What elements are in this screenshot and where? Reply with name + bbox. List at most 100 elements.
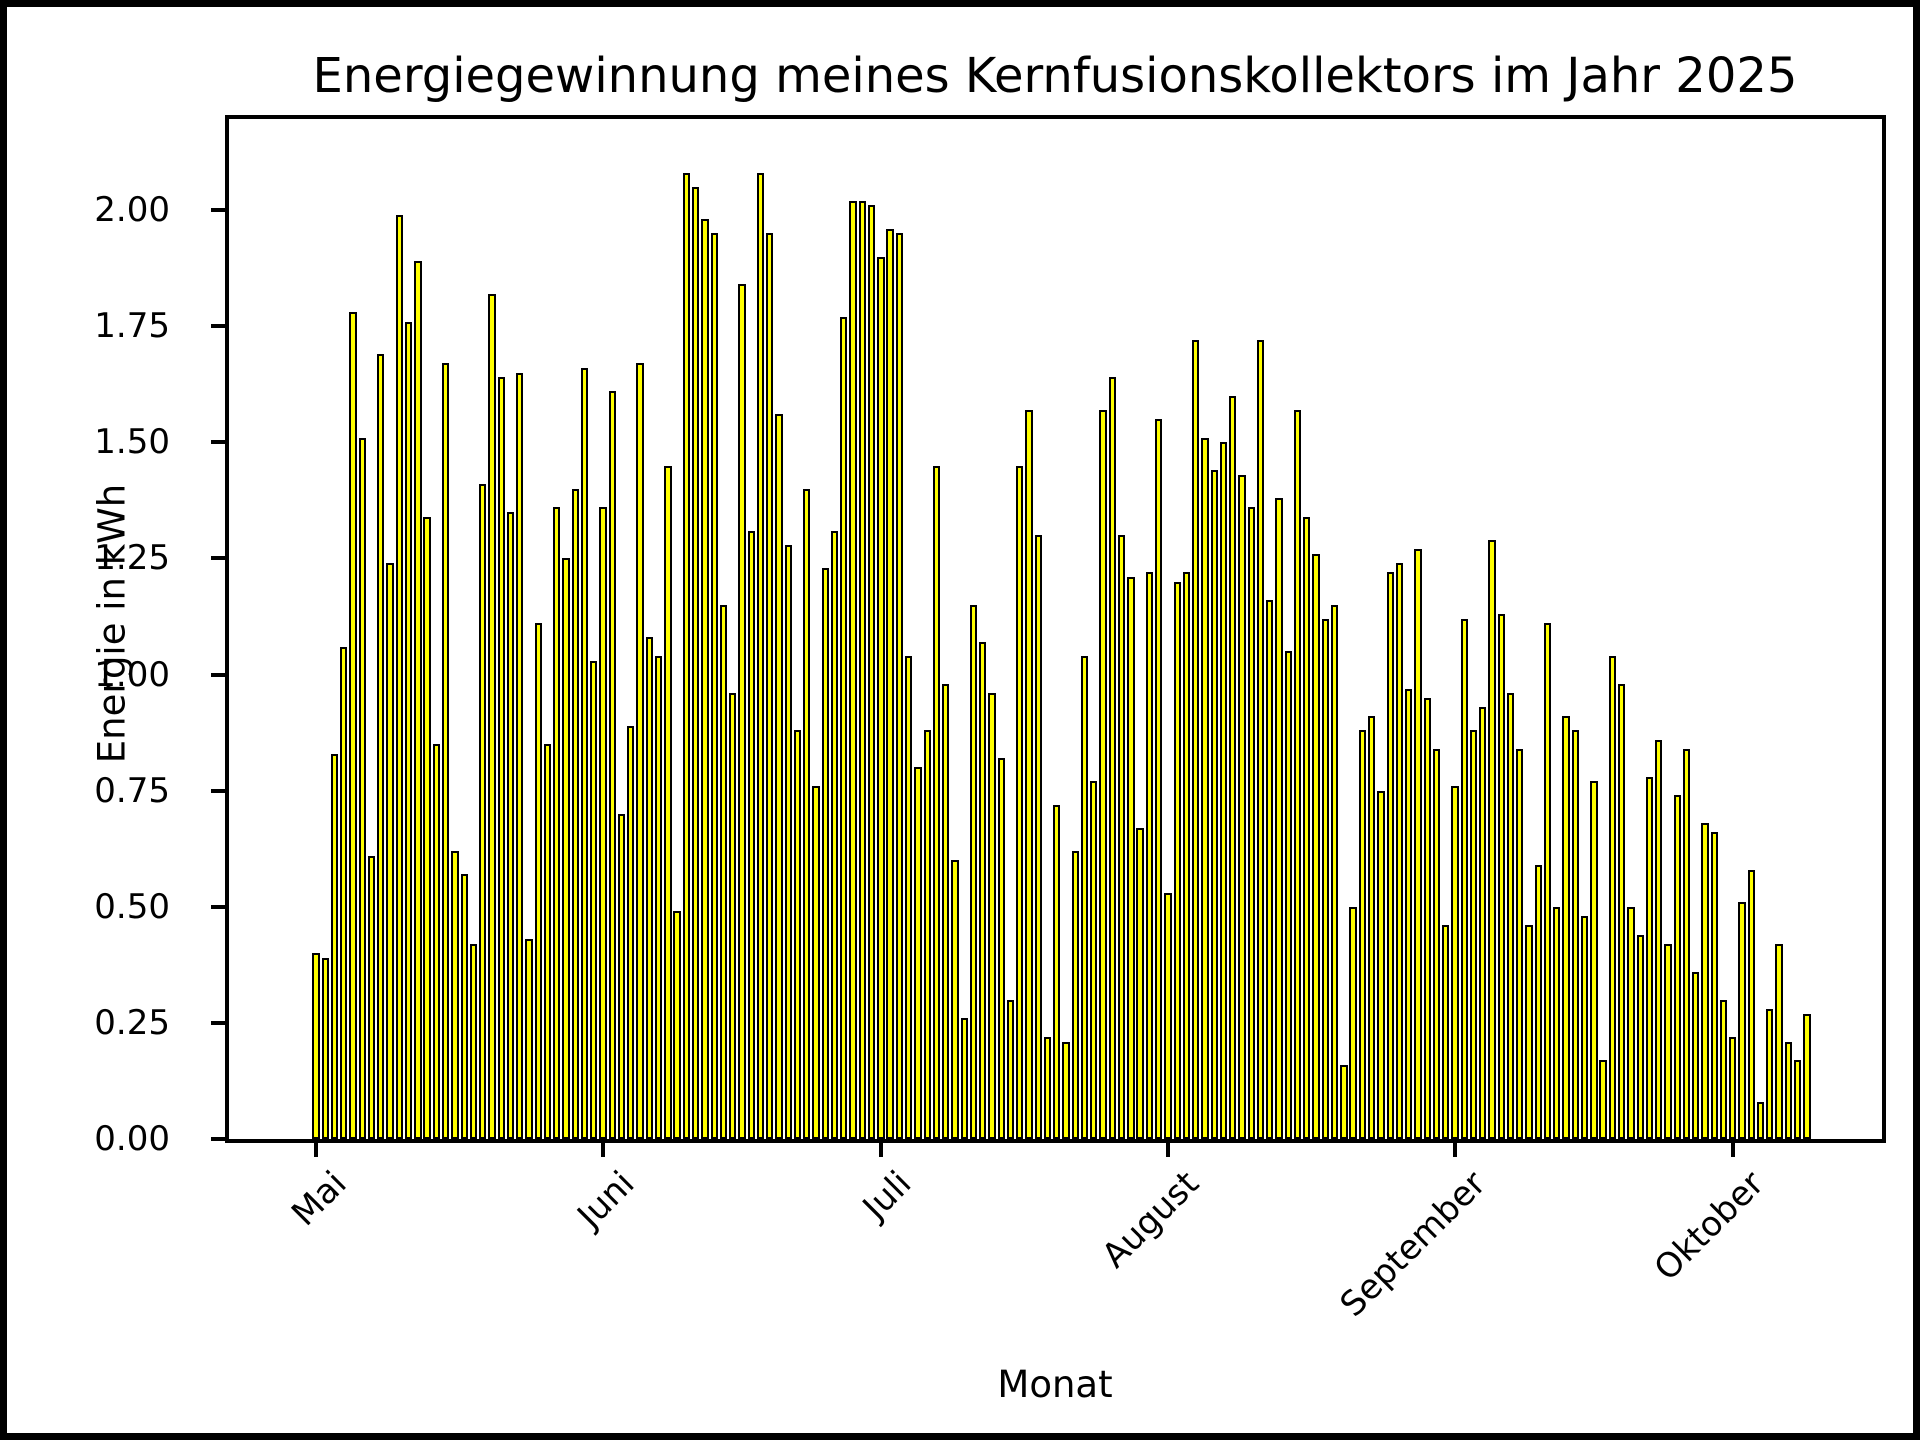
bar (942, 683, 950, 1139)
x-tick-label-mai: Mai (284, 1163, 355, 1235)
bar (784, 544, 792, 1139)
bar (367, 855, 376, 1139)
bar (460, 874, 468, 1139)
bar (321, 957, 329, 1139)
bar (1701, 823, 1709, 1139)
bar (1608, 655, 1617, 1139)
x-tick-label-august: August (1094, 1163, 1207, 1277)
bar (766, 233, 774, 1139)
x-tick-mark (1730, 1143, 1735, 1157)
bar (1793, 1060, 1802, 1139)
bar (1284, 651, 1292, 1139)
y-tick-mark (211, 324, 225, 329)
y-tick-label: 0.50 (94, 886, 170, 927)
bar (951, 860, 959, 1139)
bar (849, 200, 857, 1139)
bar (1729, 1036, 1737, 1139)
bar (1256, 340, 1265, 1139)
bar (1497, 614, 1505, 1139)
bar (960, 1018, 968, 1139)
bar (701, 219, 709, 1139)
bar (645, 637, 654, 1139)
bar (571, 488, 579, 1139)
bar (1479, 707, 1487, 1139)
bar (747, 530, 755, 1139)
bar (506, 512, 515, 1139)
bar (1766, 1008, 1774, 1139)
bar (553, 507, 561, 1139)
bar (1266, 600, 1274, 1139)
bar (479, 484, 487, 1139)
bar (423, 516, 431, 1139)
bar (858, 200, 866, 1139)
y-tick-label: 1.00 (94, 654, 170, 695)
y-tick-label: 2.00 (94, 190, 170, 230)
y-tick-mark (211, 208, 225, 212)
bar (432, 744, 441, 1139)
bar (1664, 943, 1672, 1139)
bar (793, 730, 802, 1139)
x-tick-mark (601, 1143, 606, 1157)
bar (719, 604, 728, 1139)
x-tick-mark (1453, 1143, 1457, 1157)
bar (654, 655, 663, 1139)
bar (1655, 739, 1663, 1139)
bar (1442, 925, 1450, 1139)
bar (756, 172, 765, 1139)
bar (1395, 563, 1404, 1139)
bar (1025, 409, 1033, 1139)
y-tick-mark (211, 440, 225, 445)
bar (867, 205, 876, 1139)
bar (636, 363, 644, 1139)
bar (516, 372, 524, 1139)
bar (1580, 916, 1589, 1139)
bar (1405, 688, 1413, 1139)
bar (349, 312, 357, 1139)
x-tick-mark (1165, 1143, 1170, 1157)
y-tick-mark (211, 556, 225, 561)
bar (664, 465, 672, 1139)
bar (1553, 906, 1561, 1139)
y-tick-label: 0.75 (94, 770, 170, 811)
bar (1016, 465, 1024, 1139)
bar (1062, 1041, 1070, 1139)
bar (451, 851, 459, 1139)
bar (1247, 507, 1255, 1139)
bar (1775, 943, 1783, 1139)
bar (969, 604, 978, 1139)
bar (488, 293, 496, 1139)
bar (1618, 683, 1626, 1139)
bar (386, 563, 394, 1139)
bar (1432, 748, 1441, 1139)
bar (692, 186, 700, 1139)
bar (1155, 419, 1163, 1139)
x-tick-label-juli: Juli (855, 1163, 920, 1228)
bar (1682, 748, 1691, 1139)
bar (1238, 474, 1246, 1139)
bar (1358, 730, 1367, 1139)
bar (710, 233, 718, 1139)
x-axis-label: Monat (997, 1363, 1113, 1406)
y-tick-mark (211, 1137, 225, 1141)
bar (830, 530, 839, 1139)
bar (1080, 655, 1089, 1139)
bar (469, 943, 478, 1139)
bar (1210, 470, 1218, 1139)
bar (1710, 832, 1718, 1139)
bar (1386, 572, 1394, 1139)
bar (525, 939, 533, 1139)
y-tick-mark (211, 904, 225, 909)
bar (1090, 781, 1098, 1139)
bar (627, 725, 635, 1139)
bar (543, 744, 552, 1139)
bar (775, 414, 783, 1139)
y-tick-mark (211, 1020, 225, 1025)
bar (1182, 572, 1191, 1139)
bar (729, 693, 737, 1139)
bar (1229, 395, 1237, 1139)
bar (1192, 340, 1200, 1139)
bar (1145, 572, 1154, 1139)
bar (923, 730, 931, 1139)
bar (1645, 776, 1654, 1139)
